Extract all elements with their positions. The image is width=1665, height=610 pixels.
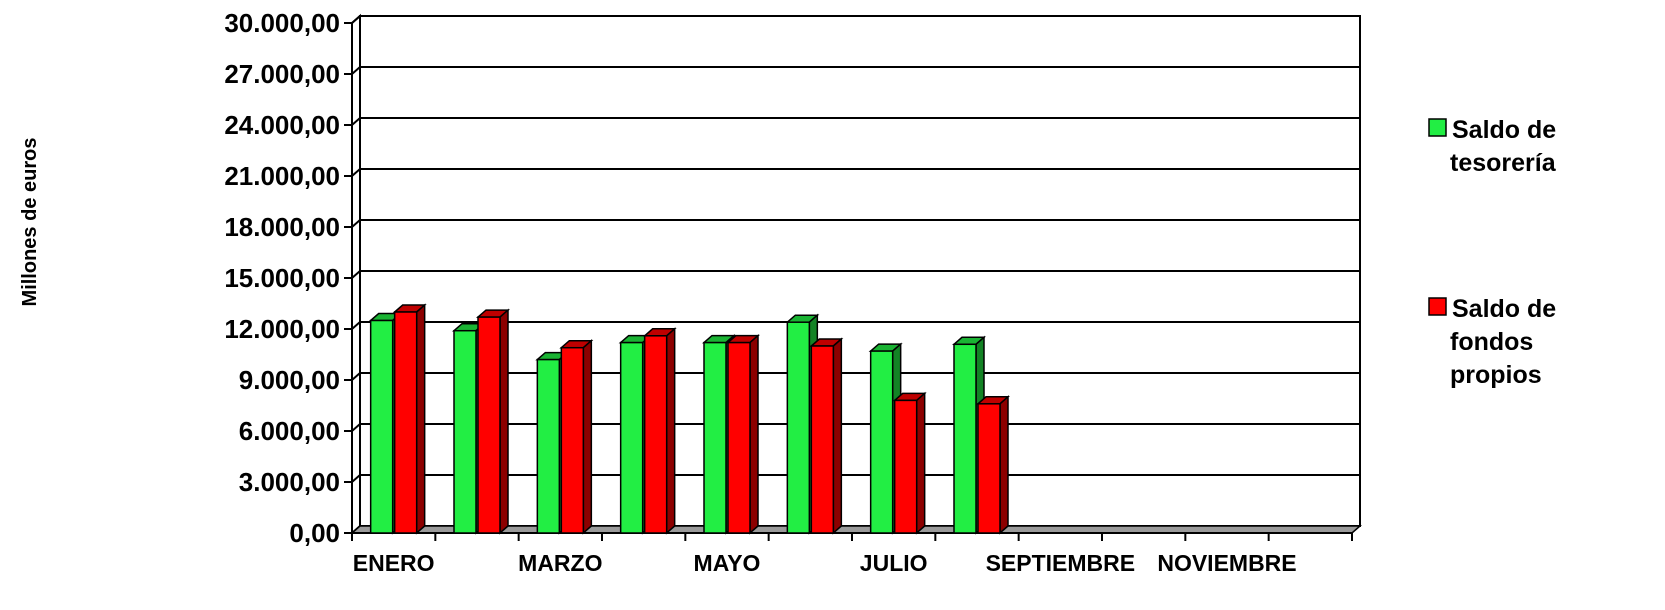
bar-side <box>915 391 926 535</box>
bar-front <box>703 341 727 534</box>
legend-label: Saldo de fondos propios <box>1450 295 1556 389</box>
bar <box>726 333 760 535</box>
legend-swatch <box>1428 118 1447 137</box>
bar <box>642 327 677 535</box>
bar-front <box>810 345 835 534</box>
x-tick-labels: ENERO MARZO MAYO JULIO SEPTIEMBRE NOVIEMBRE <box>353 550 1297 576</box>
bar-side <box>832 337 843 535</box>
gridline <box>351 15 1360 24</box>
bar-front <box>560 346 585 534</box>
y-axis-label-group: Millones de euros <box>19 138 41 307</box>
legend-swatch <box>1428 297 1447 316</box>
bar <box>892 391 927 535</box>
bar <box>809 337 844 535</box>
y-tick-label: 24.000,00 <box>224 110 340 140</box>
x-tick-label: ENERO <box>353 550 435 576</box>
bar-front <box>869 350 894 534</box>
bar <box>392 303 427 535</box>
gridline <box>351 423 1360 432</box>
bar-front <box>643 335 668 534</box>
legend-item: Saldo de tesorería <box>1428 116 1557 177</box>
bar-side <box>999 395 1009 535</box>
y-tick-label: 15.000,00 <box>224 263 340 293</box>
bar-front <box>953 343 977 534</box>
x-tick-label: MARZO <box>518 550 602 576</box>
gridlines <box>351 15 1360 483</box>
y-tick-label: 12.000,00 <box>224 314 340 344</box>
legend-item: Saldo de fondos propios <box>1428 295 1556 389</box>
gridline <box>351 66 1360 75</box>
bar-front <box>536 358 561 534</box>
bar-side <box>582 339 593 535</box>
bar <box>976 395 1010 535</box>
bar-front <box>893 399 918 534</box>
bar <box>476 308 510 535</box>
legend-label: Saldo de tesorería <box>1450 116 1557 177</box>
y-tick-labels: 0,00 3.000,00 6.000,00 9.000,00 12.000,00 15.… <box>224 8 340 548</box>
bar-front <box>727 341 751 534</box>
bar-side <box>499 308 509 535</box>
gridline <box>351 117 1360 126</box>
x-tick-label: NOVIEMBRE <box>1157 550 1296 576</box>
bar-front <box>393 311 418 534</box>
y-axis-label: Millones de euros <box>19 138 41 307</box>
bar-front <box>369 319 394 534</box>
gridline <box>351 321 1360 330</box>
bar-front <box>619 341 644 534</box>
bar-side <box>665 327 676 535</box>
gridline <box>351 219 1360 228</box>
bar-front <box>786 321 811 534</box>
y-tick-label: 9.000,00 <box>239 365 340 395</box>
y-tick-label: 3.000,00 <box>239 467 340 497</box>
x-tick-label: JULIO <box>860 550 928 576</box>
y-tick-label: 30.000,00 <box>224 8 340 38</box>
y-tick-label: 18.000,00 <box>224 212 340 242</box>
y-tick-label: 6.000,00 <box>239 416 340 446</box>
gridline <box>351 372 1360 381</box>
bar-front <box>977 403 1001 534</box>
y-tick-label: 0,00 <box>289 518 340 548</box>
axes <box>344 22 1353 541</box>
x-tick-label: MAYO <box>694 550 761 576</box>
y-tick-label: 21.000,00 <box>224 161 340 191</box>
gridline <box>351 168 1360 177</box>
bar <box>559 339 594 535</box>
bar-front <box>453 329 477 534</box>
bar-side <box>415 303 426 535</box>
bar-side <box>749 333 759 535</box>
bar-front <box>477 316 501 534</box>
gridline <box>351 270 1360 279</box>
y-tick-label: 27.000,00 <box>224 59 340 89</box>
bars <box>368 303 1010 535</box>
x-tick-label: SEPTIEMBRE <box>986 550 1136 576</box>
gridline <box>351 474 1360 483</box>
legend: Saldo de tesorería Saldo de fondos propios <box>1428 116 1557 389</box>
